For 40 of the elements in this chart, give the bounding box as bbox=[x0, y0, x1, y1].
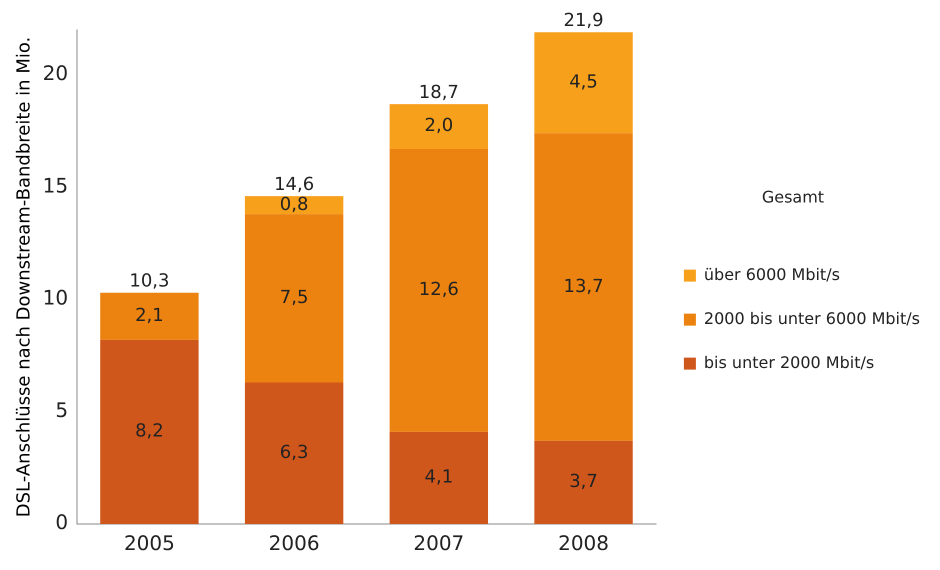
x-tick-label: 2005 bbox=[124, 531, 175, 556]
y-tick-label: 20 bbox=[42, 61, 68, 86]
bar bbox=[534, 133, 633, 441]
x-tick-label: 2008 bbox=[558, 531, 609, 556]
x-tick-label: 2007 bbox=[413, 531, 464, 556]
total-label: 10,3 bbox=[129, 270, 170, 292]
data-label: 2,0 bbox=[424, 115, 454, 136]
bar bbox=[534, 440, 633, 524]
bar bbox=[244, 382, 344, 524]
legend-label: bis unter 2000 Mbit/s bbox=[704, 352, 874, 372]
bar bbox=[244, 196, 344, 214]
total-label: 18,7 bbox=[418, 82, 459, 103]
y-tick-label: 0 bbox=[55, 510, 68, 534]
bar bbox=[390, 104, 488, 150]
legend-title: Gesamt bbox=[762, 188, 824, 207]
bar bbox=[534, 32, 633, 134]
data-label: 6,3 bbox=[280, 442, 308, 463]
y-axis-title: DSL-Anschlüsse nach Downstream-Bandbreite in Mio. bbox=[13, 36, 34, 518]
legend-label: über 6000 Mbit/s bbox=[704, 264, 840, 284]
bar bbox=[244, 214, 344, 383]
data-label: 8,2 bbox=[135, 420, 164, 442]
data-label: 13,7 bbox=[564, 276, 604, 297]
data-label: 7,5 bbox=[280, 287, 308, 308]
bar bbox=[390, 432, 488, 524]
data-label: 12,6 bbox=[418, 279, 459, 300]
y-tick-label: 15 bbox=[42, 173, 68, 198]
data-label: 4,5 bbox=[569, 71, 598, 92]
bar bbox=[100, 340, 199, 524]
total-label: 14,6 bbox=[274, 174, 314, 195]
bar bbox=[100, 292, 199, 340]
legend-label: 2000 bis unter 6000 Mbit/s bbox=[704, 308, 920, 328]
total-label: 21,9 bbox=[564, 10, 604, 31]
data-label: 4,1 bbox=[424, 466, 454, 488]
data-label: 2,1 bbox=[135, 304, 164, 326]
data-label: 0,8 bbox=[280, 194, 308, 215]
x-tick-label: 2006 bbox=[268, 531, 320, 556]
bar bbox=[390, 149, 488, 432]
data-label: 3,7 bbox=[569, 471, 598, 492]
y-tick-label: 10 bbox=[42, 286, 68, 310]
y-tick-label: 5 bbox=[55, 398, 68, 422]
